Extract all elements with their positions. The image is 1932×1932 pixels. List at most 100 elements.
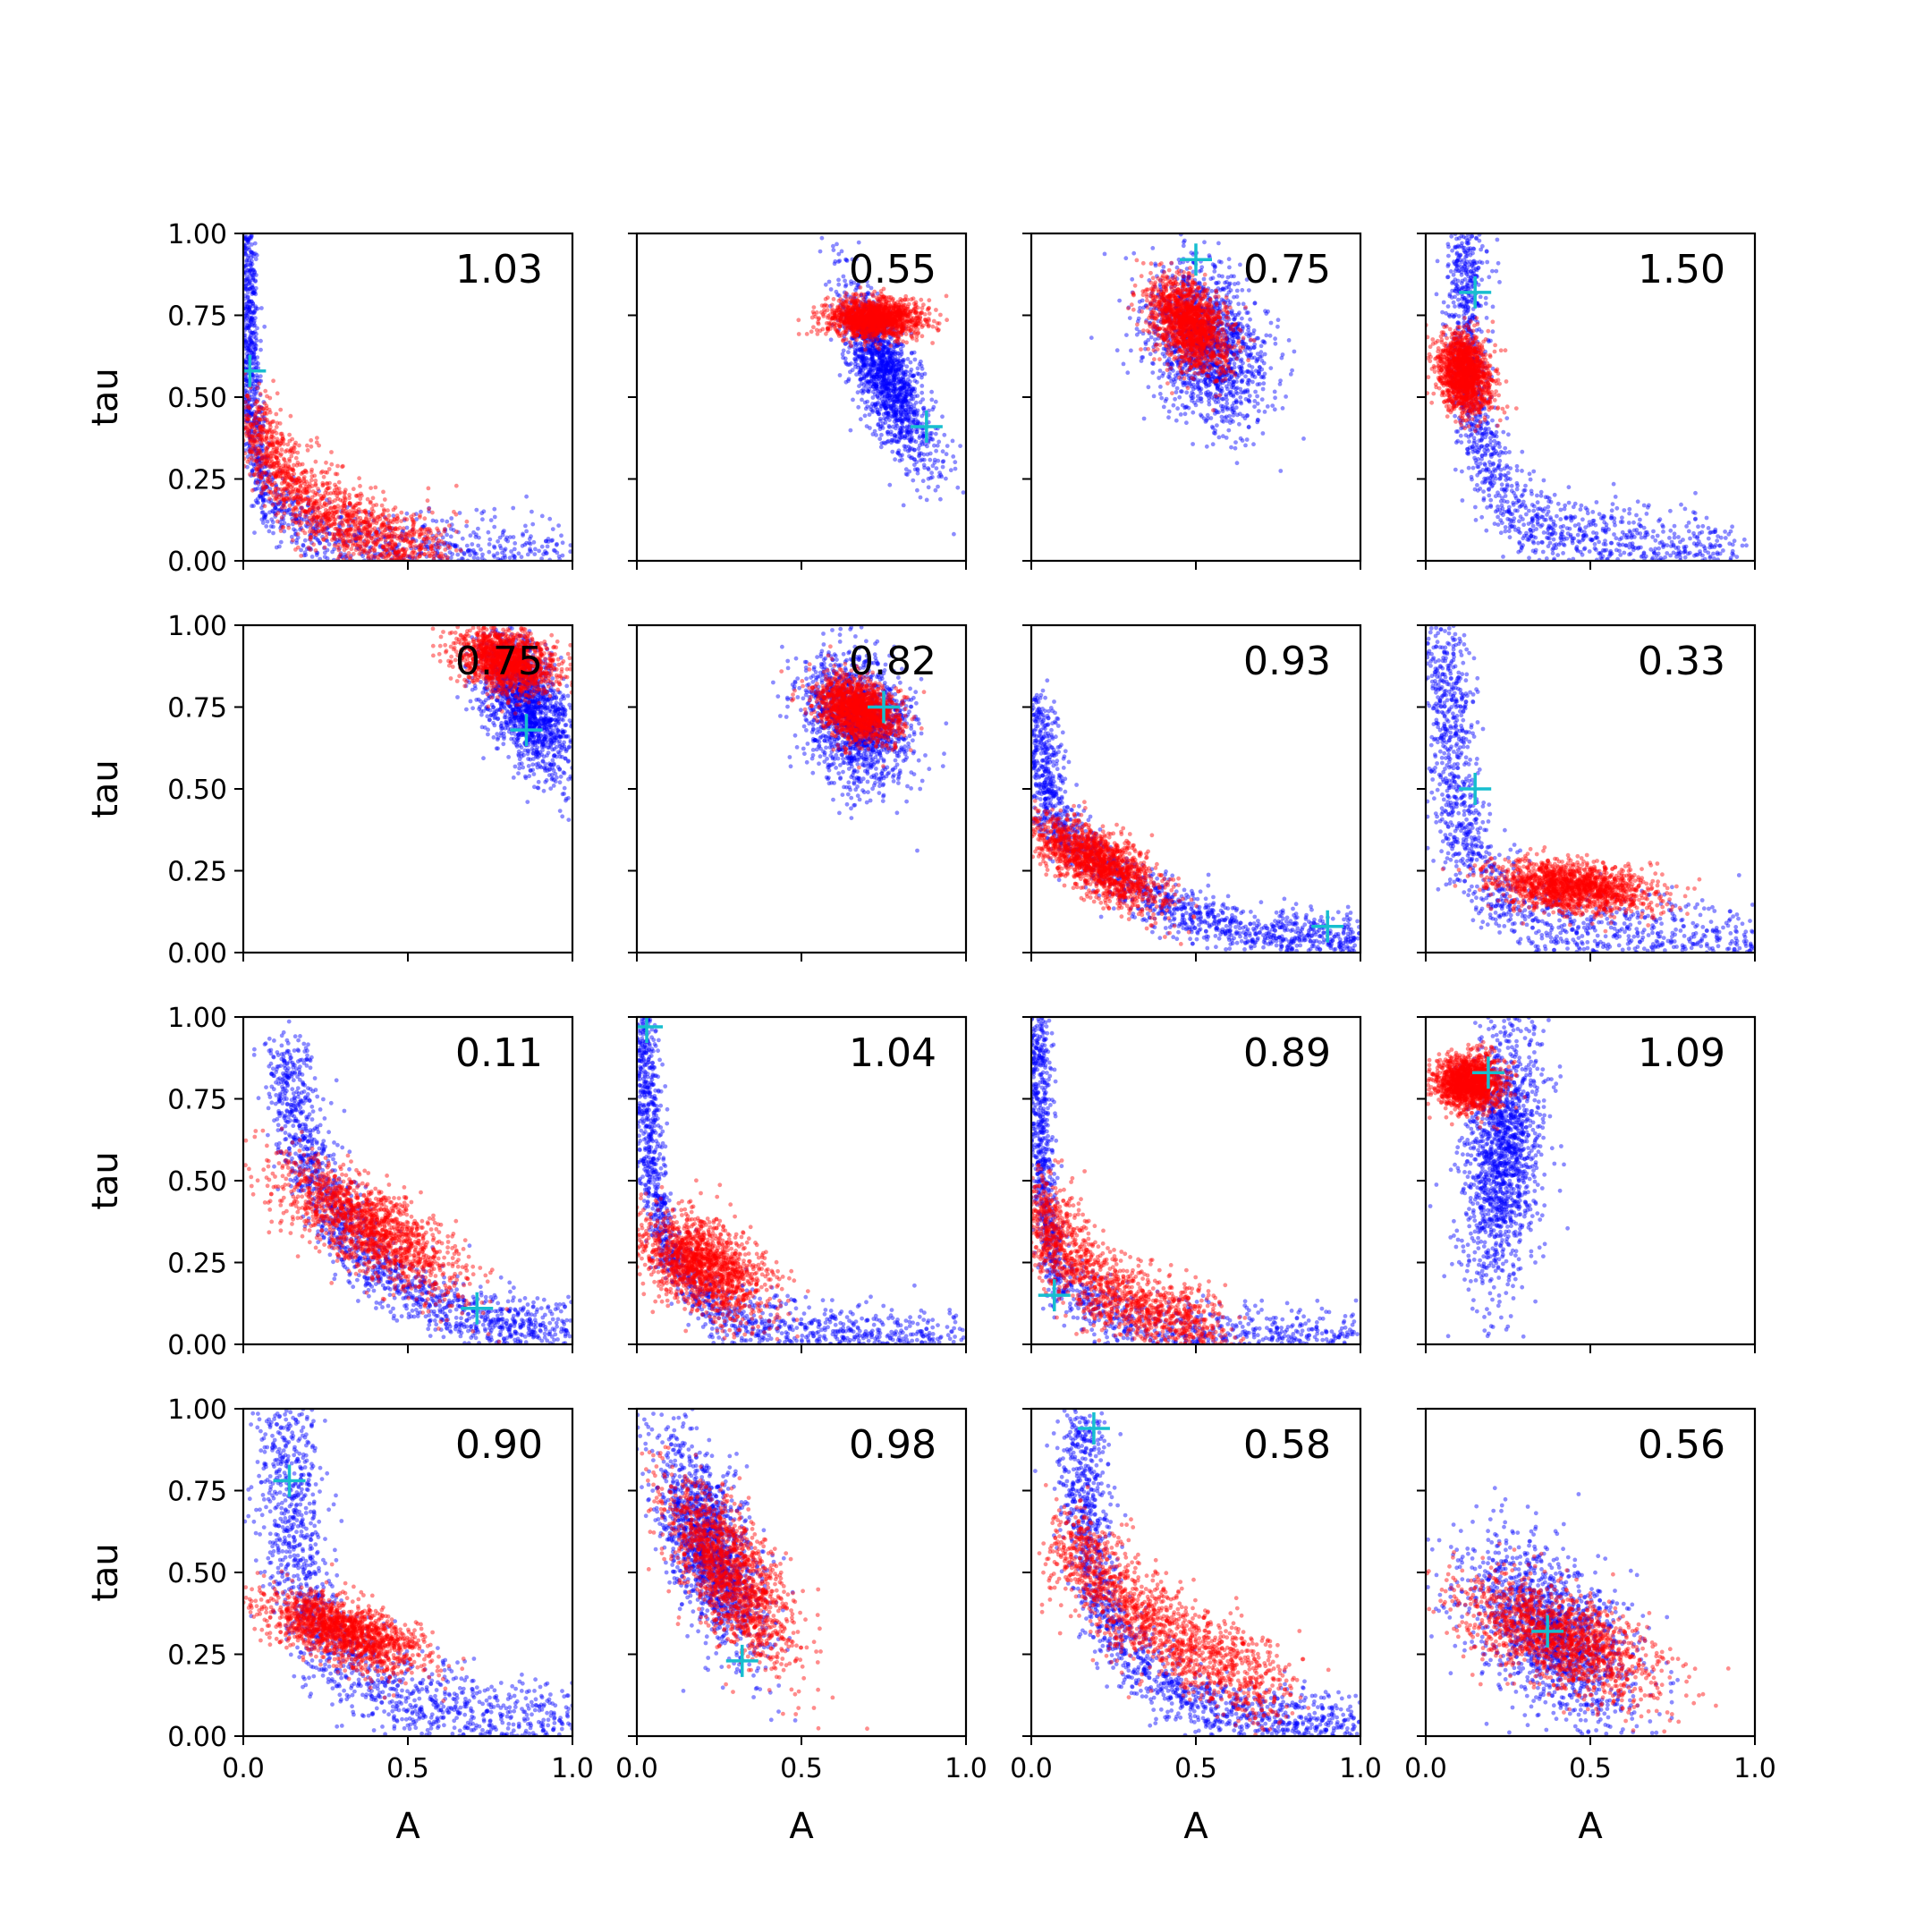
- red-point: [265, 453, 270, 458]
- blue-point: [863, 347, 869, 352]
- blue-point: [882, 318, 886, 323]
- blue-point: [251, 419, 257, 424]
- blue-point: [250, 435, 255, 439]
- red-point: [299, 471, 304, 477]
- blue-point: [262, 515, 267, 520]
- blue-point: [899, 364, 904, 369]
- blue-point: [918, 443, 922, 448]
- blue-point: [919, 451, 924, 456]
- red-point: [322, 545, 327, 550]
- blue-point: [471, 530, 476, 535]
- blue-point: [243, 284, 248, 289]
- blue-point: [277, 501, 282, 506]
- red-point: [389, 547, 394, 551]
- blue-point: [899, 342, 904, 347]
- red-point: [293, 513, 299, 518]
- blue-point: [892, 413, 897, 418]
- red-point: [278, 529, 284, 533]
- blue-point: [868, 343, 873, 348]
- blue-point: [877, 338, 883, 343]
- red-point: [308, 498, 312, 504]
- blue-point: [859, 324, 864, 329]
- red-point: [376, 533, 380, 538]
- blue-point: [492, 544, 496, 549]
- blue-point: [252, 387, 258, 393]
- blue-point: [907, 432, 912, 437]
- red-point: [330, 531, 335, 537]
- blue-point: [885, 356, 890, 360]
- red-point: [294, 462, 300, 468]
- red-point: [402, 538, 406, 544]
- red-point: [453, 512, 459, 517]
- blue-point: [539, 544, 545, 549]
- blue-point: [890, 437, 895, 443]
- blue-point: [839, 249, 844, 254]
- red-point: [365, 520, 370, 524]
- blue-point: [870, 345, 875, 351]
- blue-point: [250, 283, 255, 288]
- blue-point: [293, 499, 298, 504]
- red-point: [343, 508, 349, 513]
- red-point: [378, 526, 383, 530]
- blue-point: [852, 296, 858, 301]
- blue-point: [851, 335, 855, 341]
- red-point: [373, 530, 378, 535]
- blue-point: [243, 277, 248, 283]
- red-point: [335, 545, 340, 550]
- blue-point: [243, 360, 249, 365]
- blue-point: [512, 547, 517, 552]
- red-point: [311, 531, 317, 537]
- red-point: [428, 547, 434, 552]
- blue-point: [926, 466, 930, 470]
- red-point: [411, 527, 415, 532]
- blue-point: [256, 496, 260, 501]
- blue-point: [410, 537, 415, 541]
- blue-point: [899, 350, 904, 354]
- blue-point: [876, 306, 881, 310]
- blue-point: [928, 436, 934, 442]
- blue-point: [260, 446, 265, 451]
- blue-point: [882, 402, 887, 408]
- red-point: [320, 527, 326, 532]
- red-point: [371, 517, 377, 522]
- blue-point: [895, 374, 901, 379]
- blue-point: [243, 270, 248, 275]
- blue-point: [409, 546, 414, 551]
- blue-point: [912, 357, 918, 362]
- blue-point: [903, 428, 909, 434]
- red-point: [344, 528, 350, 533]
- blue-point: [885, 394, 890, 399]
- red-point: [306, 496, 311, 502]
- red-point: [423, 527, 428, 532]
- blue-point: [880, 374, 886, 379]
- blue-point: [250, 411, 255, 417]
- blue-point: [386, 534, 392, 539]
- blue-point: [247, 308, 252, 313]
- red-point: [254, 459, 258, 463]
- red-point: [285, 471, 290, 477]
- blue-point: [867, 350, 871, 354]
- blue-point: [849, 279, 853, 284]
- red-point: [269, 434, 275, 439]
- red-point: [275, 511, 281, 515]
- blue-point: [263, 498, 267, 503]
- blue-point: [914, 429, 919, 435]
- blue-point: [860, 391, 865, 395]
- blue-point: [250, 250, 255, 255]
- red-point: [287, 496, 292, 501]
- blue-point: [945, 444, 950, 448]
- blue-point: [910, 374, 915, 378]
- blue-point: [439, 541, 444, 547]
- blue-point: [254, 420, 258, 425]
- blue-point: [546, 537, 551, 541]
- blue-point: [905, 400, 910, 405]
- red-point: [337, 536, 343, 541]
- blue-point: [842, 334, 847, 338]
- blue-point: [843, 360, 848, 365]
- blue-point: [826, 279, 832, 284]
- blue-point: [251, 272, 257, 277]
- red-point: [283, 472, 288, 478]
- blue-point: [930, 475, 935, 479]
- blue-point: [863, 332, 868, 337]
- blue-point: [492, 545, 497, 550]
